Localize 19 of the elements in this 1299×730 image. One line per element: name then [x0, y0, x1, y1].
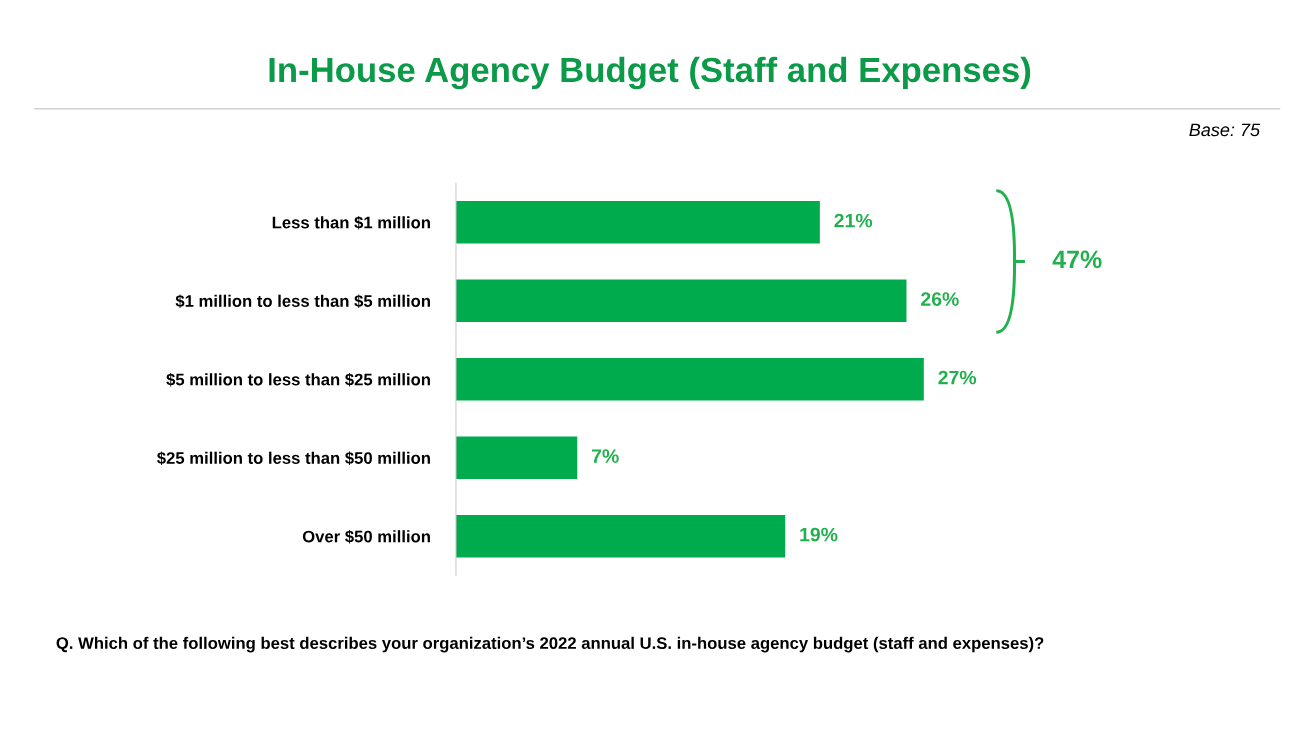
data-label: 26%	[921, 292, 959, 306]
text: Base: 75	[1189, 123, 1261, 137]
y-tick-label: $5 million to less than $25 million	[166, 372, 430, 387]
data-label: 7%	[591, 449, 619, 463]
y-tick-label: Over $50 million	[302, 529, 430, 544]
y-tick-label: Less than $1 million	[272, 215, 430, 230]
text: 47%	[1052, 250, 1102, 269]
text: Q. Which of the following best describes your organization’s 2022 annual U.S. in-house agency budget (staff and expenses)?	[56, 636, 1044, 653]
bar	[455, 201, 820, 244]
bar	[455, 358, 924, 401]
bar	[455, 436, 578, 479]
y-tick-label: $25 million to less than $50 million	[157, 451, 430, 466]
data-label: 27%	[938, 370, 977, 385]
chart-title: In-House Agency Budget (Staff and Expenses)	[269, 56, 1031, 90]
y-tick-label: $1 million to less than $5 million	[175, 294, 430, 309]
data-label: 19%	[800, 527, 838, 542]
bar	[455, 279, 907, 322]
bar	[455, 515, 786, 558]
data-label: 21%	[834, 213, 873, 228]
